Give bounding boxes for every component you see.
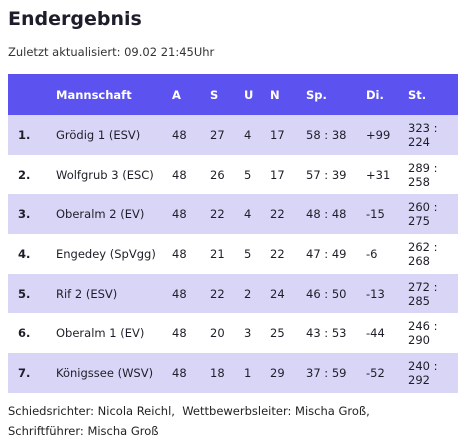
team-cell: Oberalm 2 (EV) bbox=[56, 194, 172, 235]
games-cell: 48 bbox=[172, 115, 210, 155]
referee-label: Schiedsrichter: bbox=[8, 404, 94, 418]
difference-cell: -44 bbox=[366, 313, 408, 354]
games-score-cell: 47 : 49 bbox=[306, 234, 366, 274]
difference-cell: -13 bbox=[366, 273, 408, 314]
stock-points-cell: 260 : 275 bbox=[408, 194, 458, 235]
table-row: 1. Grödig 1 (ESV) 48 27 4 17 58 : 38 +99… bbox=[8, 115, 458, 155]
losses-cell: 17 bbox=[270, 115, 306, 155]
games-cell: 48 bbox=[172, 234, 210, 274]
games-score-cell: 48 : 48 bbox=[306, 194, 366, 235]
losses-cell: 24 bbox=[270, 273, 306, 314]
table-row: 6. Oberalm 1 (EV) 48 20 3 25 43 : 53 -44… bbox=[8, 313, 458, 354]
rank-cell: 1. bbox=[8, 115, 56, 155]
draws-cell: 3 bbox=[244, 313, 270, 354]
table-row: 4. Engedey (SpVgg) 48 21 5 22 47 : 49 -6… bbox=[8, 234, 458, 274]
wins-cell: 22 bbox=[210, 194, 244, 235]
stock-points-cell: 323 : 224 bbox=[408, 115, 458, 155]
header-team: Mannschaft bbox=[56, 74, 172, 115]
stock-points-cell: 262 : 268 bbox=[408, 234, 458, 274]
games-cell: 48 bbox=[172, 353, 210, 393]
rank-cell: 5. bbox=[8, 273, 56, 314]
officials-footer: Schiedsrichter: Nicola Reichl, Wettbewer… bbox=[8, 401, 463, 441]
losses-cell: 22 bbox=[270, 194, 306, 235]
games-score-cell: 58 : 38 bbox=[306, 115, 366, 155]
recorder-label: Schriftführer: bbox=[8, 424, 84, 438]
games-cell: 48 bbox=[172, 154, 210, 195]
losses-cell: 22 bbox=[270, 234, 306, 274]
draws-cell: 1 bbox=[244, 353, 270, 393]
referee-name: Nicola Reichl, bbox=[97, 404, 175, 418]
draws-cell: 5 bbox=[244, 234, 270, 274]
rank-cell: 4. bbox=[8, 234, 56, 274]
games-score-cell: 57 : 39 bbox=[306, 154, 366, 195]
games-score-cell: 46 : 50 bbox=[306, 273, 366, 314]
table-header-row: Mannschaft A S U N Sp. Di. St. bbox=[8, 74, 458, 115]
competition-leader-name: Mischa Groß, bbox=[295, 404, 370, 418]
stock-points-cell: 246 : 290 bbox=[408, 313, 458, 354]
team-cell: Grödig 1 (ESV) bbox=[56, 115, 172, 155]
rank-cell: 7. bbox=[8, 353, 56, 393]
games-cell: 48 bbox=[172, 313, 210, 354]
team-cell: Wolfgrub 3 (ESC) bbox=[56, 154, 172, 195]
team-cell: Oberalm 1 (EV) bbox=[56, 313, 172, 354]
difference-cell: -6 bbox=[366, 234, 408, 274]
stock-points-cell: 272 : 285 bbox=[408, 273, 458, 314]
games-cell: 48 bbox=[172, 273, 210, 314]
difference-cell: +31 bbox=[366, 154, 408, 195]
header-games: A bbox=[172, 74, 210, 115]
difference-cell: -52 bbox=[366, 353, 408, 393]
losses-cell: 25 bbox=[270, 313, 306, 354]
competition-leader-label: Wettbewerbsleiter: bbox=[182, 404, 292, 418]
table-row: 7. Königssee (WSV) 48 18 1 29 37 : 59 -5… bbox=[8, 353, 458, 393]
wins-cell: 18 bbox=[210, 353, 244, 393]
losses-cell: 17 bbox=[270, 154, 306, 195]
games-score-cell: 43 : 53 bbox=[306, 313, 366, 354]
recorder-name: Mischa Groß bbox=[87, 424, 159, 438]
wins-cell: 22 bbox=[210, 273, 244, 314]
table-row: 3. Oberalm 2 (EV) 48 22 4 22 48 : 48 -15… bbox=[8, 194, 458, 235]
table-row: 2. Wolfgrub 3 (ESC) 48 26 5 17 57 : 39 +… bbox=[8, 154, 458, 195]
draws-cell: 4 bbox=[244, 115, 270, 155]
games-score-cell: 37 : 59 bbox=[306, 353, 366, 393]
table-row: 5. Rif 2 (ESV) 48 22 2 24 46 : 50 -13 27… bbox=[8, 273, 458, 314]
last-updated-text: Zuletzt aktualisiert: 09.02 21:45Uhr bbox=[8, 45, 215, 59]
header-difference: Di. bbox=[366, 74, 408, 115]
header-draws: U bbox=[244, 74, 270, 115]
draws-cell: 4 bbox=[244, 194, 270, 235]
draws-cell: 2 bbox=[244, 273, 270, 314]
team-cell: Engedey (SpVgg) bbox=[56, 234, 172, 274]
stock-points-cell: 289 : 258 bbox=[408, 154, 458, 195]
rank-cell: 6. bbox=[8, 313, 56, 354]
page-title: Endergebnis bbox=[8, 8, 142, 30]
difference-cell: +99 bbox=[366, 115, 408, 155]
header-rank bbox=[8, 74, 56, 115]
standings-table: Mannschaft A S U N Sp. Di. St. 1. Grödig… bbox=[8, 74, 458, 393]
header-stock-points: St. bbox=[408, 74, 458, 115]
games-cell: 48 bbox=[172, 194, 210, 235]
rank-cell: 2. bbox=[8, 154, 56, 195]
wins-cell: 21 bbox=[210, 234, 244, 274]
team-cell: Königssee (WSV) bbox=[56, 353, 172, 393]
losses-cell: 29 bbox=[270, 353, 306, 393]
draws-cell: 5 bbox=[244, 154, 270, 195]
header-losses: N bbox=[270, 74, 306, 115]
rank-cell: 3. bbox=[8, 194, 56, 235]
header-games-score: Sp. bbox=[306, 74, 366, 115]
stock-points-cell: 240 : 292 bbox=[408, 353, 458, 393]
wins-cell: 26 bbox=[210, 154, 244, 195]
team-cell: Rif 2 (ESV) bbox=[56, 273, 172, 314]
header-wins: S bbox=[210, 74, 244, 115]
wins-cell: 27 bbox=[210, 115, 244, 155]
difference-cell: -15 bbox=[366, 194, 408, 235]
wins-cell: 20 bbox=[210, 313, 244, 354]
